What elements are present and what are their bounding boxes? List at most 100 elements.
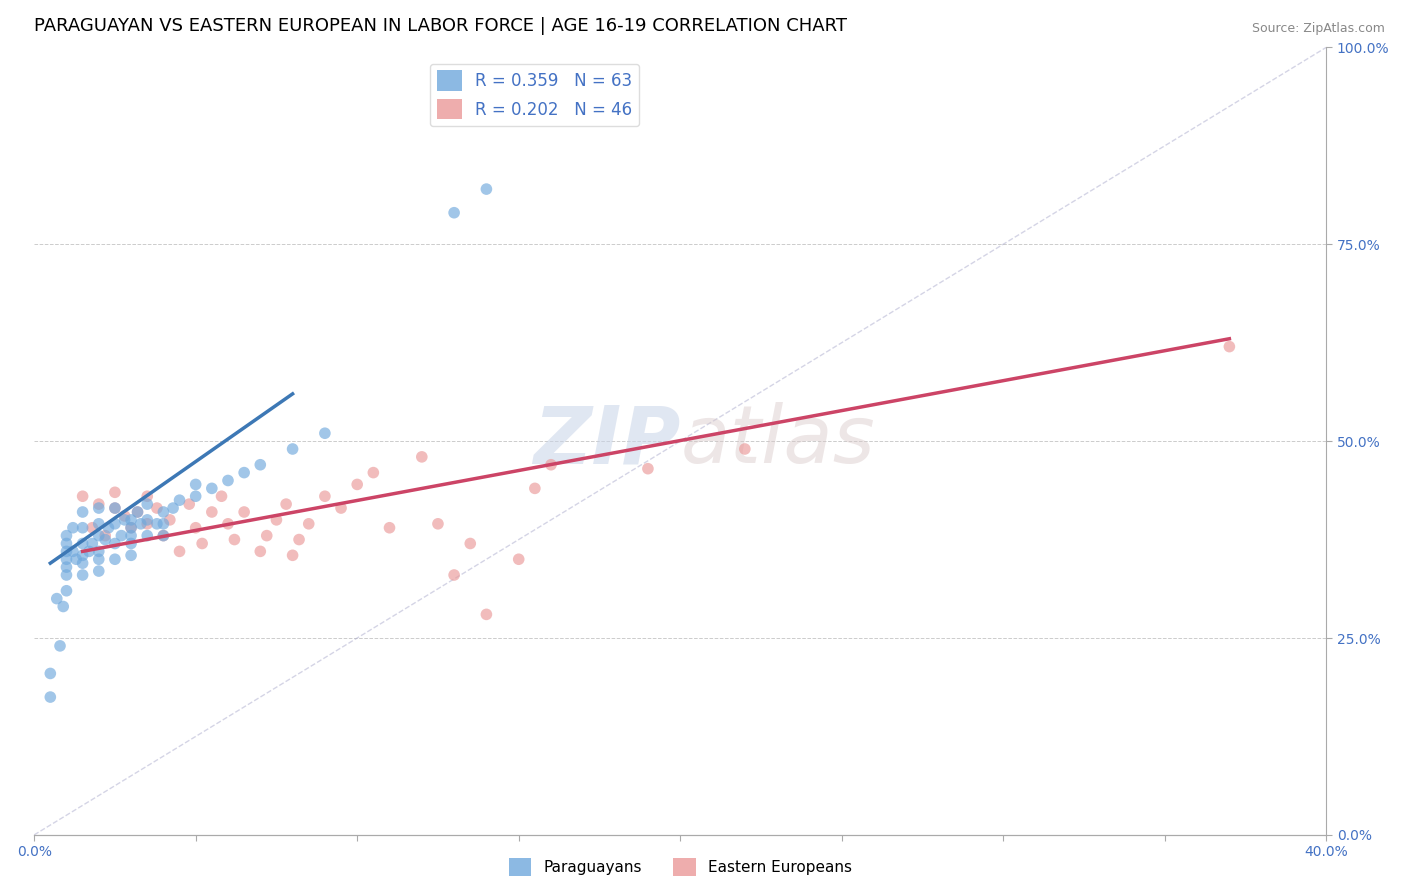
Point xyxy=(411,450,433,464)
Point xyxy=(184,477,207,491)
Point xyxy=(211,489,233,503)
Point xyxy=(266,513,288,527)
Point xyxy=(87,544,110,558)
Point xyxy=(120,521,142,535)
Text: Source: ZipAtlas.com: Source: ZipAtlas.com xyxy=(1251,22,1385,36)
Point xyxy=(523,481,546,495)
Point xyxy=(55,560,77,574)
Point xyxy=(72,568,94,582)
Point xyxy=(49,639,72,653)
Point xyxy=(233,466,256,480)
Point xyxy=(288,533,311,547)
Text: ZIP: ZIP xyxy=(533,402,681,480)
Point xyxy=(65,552,87,566)
Text: PARAGUAYAN VS EASTERN EUROPEAN IN LABOR FORCE | AGE 16-19 CORRELATION CHART: PARAGUAYAN VS EASTERN EUROPEAN IN LABOR … xyxy=(34,17,848,35)
Point xyxy=(378,521,401,535)
Point xyxy=(55,536,77,550)
Point xyxy=(120,528,142,542)
Point xyxy=(62,521,84,535)
Point xyxy=(276,497,298,511)
Point xyxy=(346,477,368,491)
Point xyxy=(87,552,110,566)
Point xyxy=(281,549,304,563)
Point xyxy=(314,426,336,441)
Point xyxy=(55,544,77,558)
Point xyxy=(39,690,62,704)
Point xyxy=(256,528,278,542)
Point xyxy=(152,528,174,542)
Point xyxy=(120,549,142,563)
Point xyxy=(426,516,449,531)
Point xyxy=(184,489,207,503)
Point xyxy=(201,505,224,519)
Point xyxy=(97,521,120,535)
Point xyxy=(314,489,336,503)
Point xyxy=(443,205,465,219)
Point xyxy=(475,607,498,622)
Point xyxy=(249,458,271,472)
Point xyxy=(77,544,100,558)
Point xyxy=(443,568,465,582)
Point xyxy=(475,182,498,196)
Point xyxy=(540,458,562,472)
Point xyxy=(169,493,191,508)
Point xyxy=(94,533,117,547)
Point xyxy=(224,533,246,547)
Point xyxy=(87,497,110,511)
Point xyxy=(162,501,184,516)
Text: atlas: atlas xyxy=(681,402,875,480)
Point xyxy=(281,442,304,456)
Point xyxy=(136,489,159,503)
Point xyxy=(87,516,110,531)
Point xyxy=(129,516,152,531)
Point xyxy=(233,505,256,519)
Point xyxy=(55,583,77,598)
Point xyxy=(179,497,201,511)
Point xyxy=(184,521,207,535)
Point xyxy=(82,521,104,535)
Point xyxy=(734,442,756,456)
Point xyxy=(152,516,174,531)
Point xyxy=(1218,340,1240,354)
Point xyxy=(191,536,214,550)
Point xyxy=(120,536,142,550)
Point xyxy=(55,552,77,566)
Legend: Paraguayans, Eastern Europeans: Paraguayans, Eastern Europeans xyxy=(502,852,858,882)
Point xyxy=(94,528,117,542)
Point xyxy=(45,591,67,606)
Point xyxy=(146,501,169,516)
Point xyxy=(39,666,62,681)
Point xyxy=(104,536,127,550)
Point xyxy=(136,516,159,531)
Point xyxy=(87,501,110,516)
Point xyxy=(72,556,94,570)
Point xyxy=(508,552,530,566)
Point xyxy=(52,599,75,614)
Point xyxy=(120,513,142,527)
Point xyxy=(72,489,94,503)
Point xyxy=(249,544,271,558)
Point xyxy=(110,528,132,542)
Point xyxy=(146,516,169,531)
Point xyxy=(104,501,127,516)
Point xyxy=(136,497,159,511)
Point xyxy=(114,508,136,523)
Point xyxy=(152,528,174,542)
Point xyxy=(72,505,94,519)
Point xyxy=(104,485,127,500)
Point xyxy=(72,521,94,535)
Point xyxy=(127,505,149,519)
Point xyxy=(201,481,224,495)
Point xyxy=(363,466,385,480)
Point xyxy=(87,528,110,542)
Point xyxy=(55,568,77,582)
Point xyxy=(330,501,353,516)
Point xyxy=(104,501,127,516)
Point xyxy=(104,552,127,566)
Point xyxy=(127,505,149,519)
Point xyxy=(152,505,174,519)
Point xyxy=(72,536,94,550)
Point xyxy=(298,516,321,531)
Point xyxy=(120,521,142,535)
Point xyxy=(72,549,94,563)
